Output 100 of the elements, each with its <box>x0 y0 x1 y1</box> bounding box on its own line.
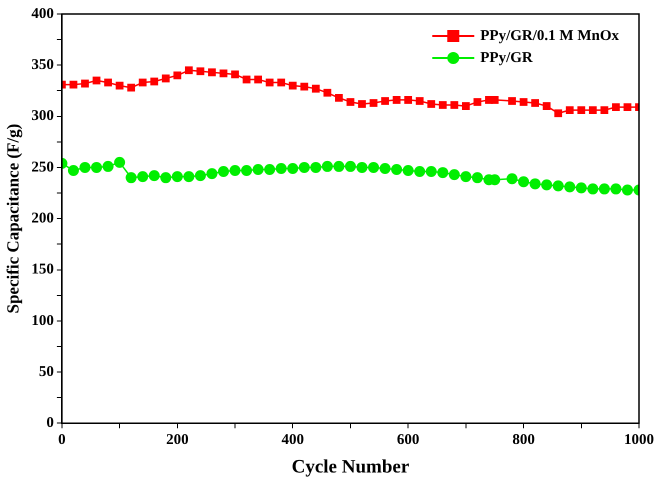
point <box>518 176 530 188</box>
point <box>391 164 402 175</box>
legend-label: PPy/GR/0.1 M MnOx <box>480 28 620 44</box>
point <box>472 172 483 184</box>
point <box>310 162 322 173</box>
point <box>79 162 90 173</box>
point <box>531 99 540 107</box>
point <box>622 184 633 196</box>
x-tick-label: 1000 <box>624 432 654 448</box>
point <box>346 98 354 106</box>
point <box>600 106 608 114</box>
point <box>541 179 552 190</box>
point <box>322 160 333 172</box>
y-tick-label: 200 <box>31 210 54 226</box>
point <box>490 96 499 104</box>
point <box>288 82 297 90</box>
point <box>254 76 262 84</box>
point <box>287 162 298 174</box>
point <box>358 100 366 108</box>
point <box>506 173 518 184</box>
y-tick-label: 150 <box>31 262 54 278</box>
y-tick-label: 350 <box>31 57 54 74</box>
point <box>564 181 576 192</box>
point <box>266 78 274 86</box>
point <box>300 82 308 91</box>
point <box>414 166 426 178</box>
point <box>208 68 216 76</box>
point <box>587 183 598 194</box>
y-axis-title: Specific Capacitance (F/g) <box>4 124 23 314</box>
point <box>81 80 89 88</box>
point <box>148 170 160 182</box>
point <box>264 164 276 175</box>
y-tick-label: 250 <box>31 159 54 176</box>
x-axis-title: Cycle Number <box>292 456 410 478</box>
y-tick-label: 0 <box>46 415 54 432</box>
point <box>114 156 126 168</box>
point <box>241 165 252 176</box>
point <box>598 183 610 194</box>
point <box>554 109 562 118</box>
point <box>380 162 391 174</box>
point <box>368 162 380 173</box>
point <box>344 160 356 172</box>
point <box>116 82 124 90</box>
point <box>162 74 170 82</box>
y-tick-label: 100 <box>31 312 54 329</box>
point <box>530 178 541 190</box>
point <box>577 106 586 114</box>
point <box>402 165 414 176</box>
point <box>404 96 412 104</box>
point <box>194 170 206 182</box>
point <box>610 183 622 194</box>
point <box>172 171 183 182</box>
x-tick-label: 400 <box>281 432 304 448</box>
point <box>437 167 448 178</box>
y-tick-label: 50 <box>38 364 54 380</box>
x-tick-label: 200 <box>166 432 189 448</box>
point <box>102 160 114 172</box>
point <box>333 160 344 172</box>
point <box>138 78 147 86</box>
point <box>392 96 401 104</box>
legend-label: PPy/GR <box>480 50 533 66</box>
point <box>323 88 332 97</box>
point <box>160 172 172 184</box>
point <box>196 67 204 76</box>
point <box>474 98 482 106</box>
point <box>231 70 239 78</box>
point <box>335 94 343 102</box>
point <box>68 165 79 176</box>
point <box>312 84 320 93</box>
point <box>173 71 182 80</box>
point <box>277 78 286 86</box>
point <box>242 76 250 84</box>
point <box>438 101 447 109</box>
point <box>624 103 632 111</box>
y-tick-label: 400 <box>31 6 54 22</box>
point <box>298 162 310 173</box>
point <box>416 97 424 105</box>
point <box>206 168 218 180</box>
point <box>230 165 241 176</box>
point <box>104 78 112 86</box>
point <box>542 102 551 110</box>
point <box>218 166 229 178</box>
point <box>460 171 472 182</box>
point <box>356 162 368 173</box>
point <box>576 182 587 194</box>
point <box>137 171 148 182</box>
point <box>426 166 437 178</box>
point <box>450 101 458 109</box>
point <box>276 162 287 174</box>
x-tick-label: 600 <box>396 432 420 448</box>
y-tick-label: 300 <box>31 108 54 124</box>
point <box>508 97 516 105</box>
point <box>612 103 620 111</box>
point <box>252 164 264 175</box>
point <box>126 172 137 184</box>
point <box>91 162 102 173</box>
point <box>70 80 78 88</box>
point <box>520 98 528 106</box>
point <box>127 84 136 92</box>
x-tick-label: 800 <box>512 432 535 448</box>
